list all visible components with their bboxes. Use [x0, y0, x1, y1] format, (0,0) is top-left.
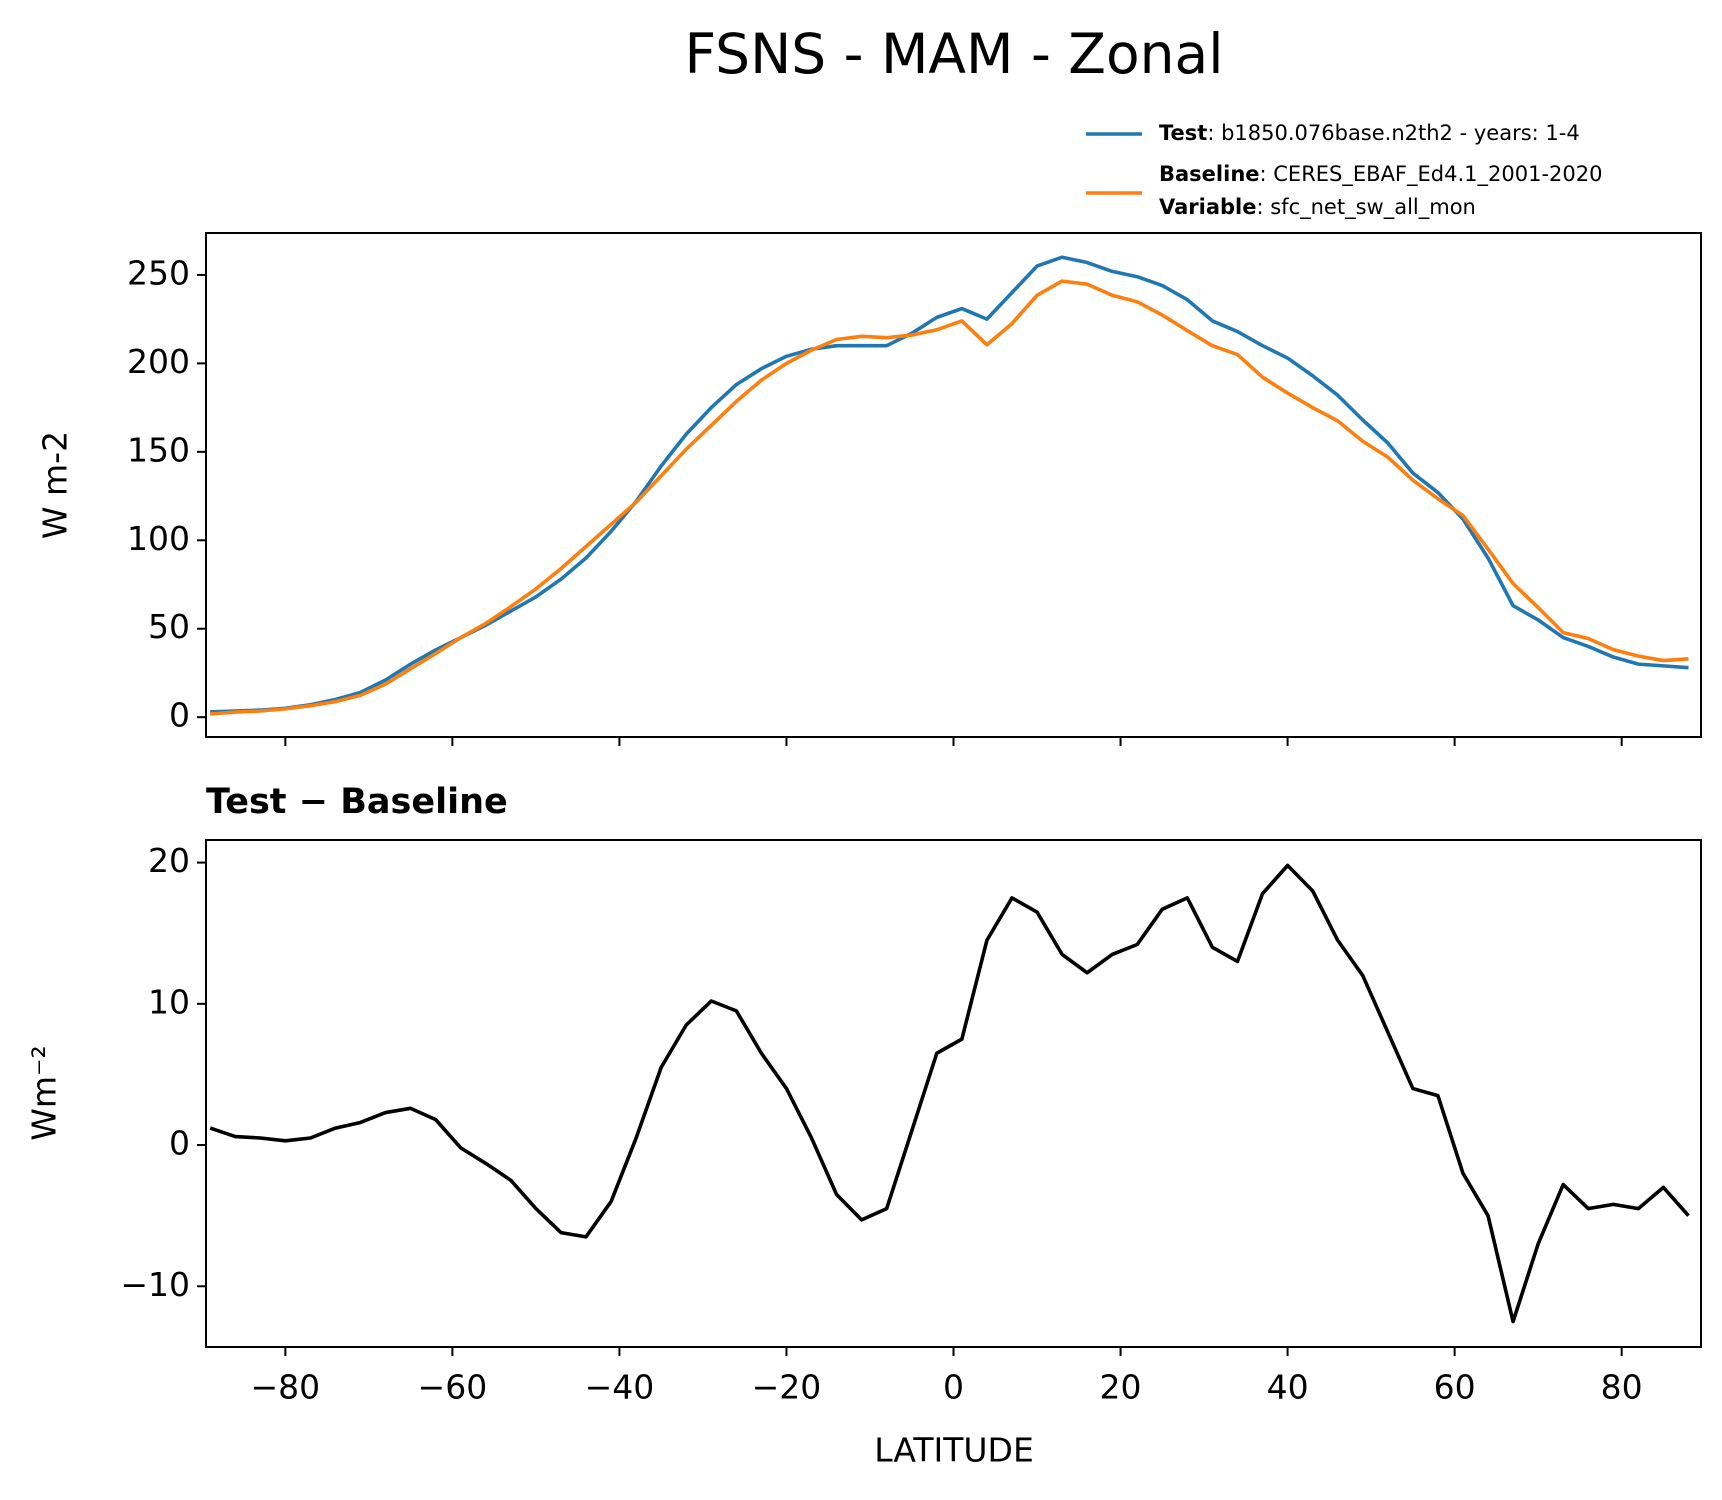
- y-tick-label: 0: [169, 1124, 190, 1163]
- legend-name: Test: [1159, 121, 1207, 145]
- legend-entry: Baseline: CERES_EBAF_Ed4.1_2001-2020: [1159, 162, 1602, 187]
- y-tick-label: 100: [127, 519, 190, 558]
- y-axis-label: W m-2: [36, 431, 75, 539]
- y-tick-label: 150: [127, 430, 190, 469]
- legend-entry: Test: b1850.076base.n2th2 - years: 1-4: [1159, 121, 1580, 145]
- x-tick-label: 60: [1434, 1368, 1476, 1407]
- legend-detail: : sfc_net_sw_all_mon: [1256, 195, 1475, 220]
- x-tick-label: 40: [1267, 1368, 1309, 1407]
- legend-name: Variable: [1159, 195, 1256, 219]
- y-tick-label: 250: [127, 253, 190, 292]
- y-tick-label: 50: [148, 607, 190, 646]
- axes-frame: [205, 839, 1702, 1348]
- legend-detail: : b1850.076base.n2th2 - years: 1-4: [1207, 121, 1579, 145]
- x-tick-label: −40: [585, 1368, 655, 1407]
- legend-name: Baseline: [1159, 162, 1260, 186]
- x-tick-label: −60: [418, 1368, 488, 1407]
- y-tick-label: −10: [120, 1265, 190, 1304]
- subplot-title: Test − Baseline: [206, 782, 508, 822]
- chart-title: FSNS - MAM - Zonal: [685, 22, 1224, 86]
- data-line: [210, 279, 1689, 716]
- y-tick-label: 10: [148, 982, 190, 1021]
- legend-entry: Variable: sfc_net_sw_all_mon: [1159, 195, 1476, 220]
- x-tick-label: 80: [1601, 1368, 1643, 1407]
- x-axis-label: LATITUDE: [874, 1431, 1034, 1470]
- axes-frame: [205, 232, 1702, 738]
- y-axis-label: Wm⁻²: [25, 1045, 64, 1140]
- x-tick-label: 20: [1100, 1368, 1142, 1407]
- legend-detail: : CERES_EBAF_Ed4.1_2001-2020: [1260, 162, 1603, 187]
- data-line: [209, 863, 1690, 1324]
- y-tick-label: 200: [127, 342, 190, 381]
- y-tick-label: 20: [148, 841, 190, 880]
- y-tick-label: 0: [169, 696, 190, 735]
- x-tick-label: −20: [752, 1368, 822, 1407]
- x-tick-label: −80: [251, 1368, 321, 1407]
- x-tick-label: 0: [943, 1368, 964, 1407]
